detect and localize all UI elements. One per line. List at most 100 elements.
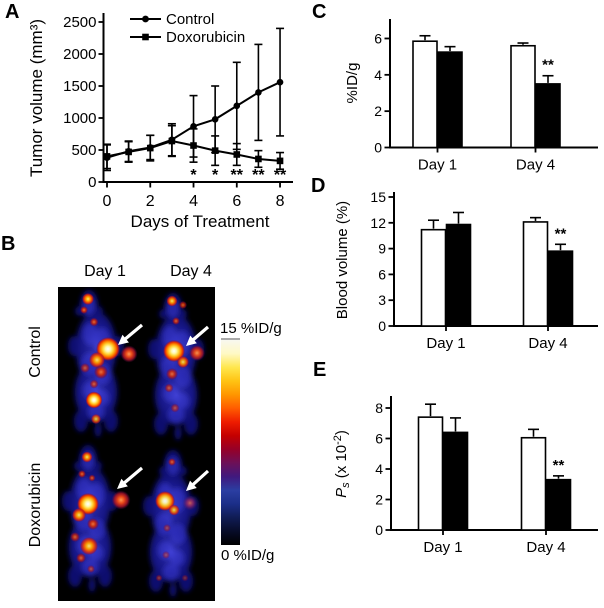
data-marker [276,157,284,165]
y-tick-label: 2 [374,103,382,119]
y-tick-label: 12 [370,215,386,231]
data-marker [255,155,262,163]
pet-image-canvas [58,287,215,601]
panel-d-letter: D [311,175,326,197]
bar-open-bar-day4 [520,436,547,531]
data-marker [168,137,176,145]
mouse-control-day4 [148,293,205,440]
legend-label: Control [166,11,214,28]
tumor-arrow [186,469,210,491]
bar-open-bar-day1 [420,228,447,327]
significance-marker: * [190,167,197,184]
significance-marker: ** [553,457,565,474]
x-axis-label: Days of Treatment [131,212,270,231]
series-doxorubicin [103,124,285,170]
panel-e-chart: 0 2 4 6 8 Ps (x 10-2) Day 1 Day 4 ** [332,396,598,556]
significance-marker: ** [231,167,244,184]
panel-b-day4-column-label: Day 4 [170,263,212,280]
tumor-arrow [117,466,144,489]
data-marker [190,123,197,130]
y-tick-label: 15 [370,189,386,205]
data-marker [146,144,154,152]
x-tick-label: 2 [146,193,155,210]
bar-open-bar-day1 [412,40,438,149]
significance-marker: ** [542,57,554,74]
y-tick-label: 6 [375,431,383,447]
bar-open-bar-day4 [522,221,549,327]
panel-c-letter: C [312,1,327,23]
category-label: Day 1 [426,335,465,352]
category-label: Day 1 [423,539,462,556]
bar-filled-bar-day4 [535,83,561,149]
bar-filled-bar-day1 [445,223,472,327]
category-label: Day 1 [418,157,457,174]
y-tick-label: 6 [374,30,382,46]
colorbar-max-label: 15 %ID/g [220,320,282,337]
data-marker [211,147,219,154]
category-label: Day 4 [516,157,555,174]
y-tick-label: 2 [375,492,383,508]
y-axis-label: Tumor volume (mm³) [27,19,46,177]
y-tick-label: 2500 [63,14,96,31]
x-tick-label: 4 [189,193,198,210]
legend-item-control: Control [130,11,214,28]
data-marker [190,142,197,149]
panel-b-day1-column-label: Day 1 [84,263,126,280]
y-tick-label: 0 [88,174,96,191]
circle-marker-icon [142,15,149,23]
significance-marker: ** [555,225,567,242]
tumor-arrow [186,325,210,346]
y-tick-label: 0 [375,522,383,538]
y-tick-label: 3 [378,292,386,308]
data-marker [255,89,262,96]
y-tick-label: 6 [378,266,386,282]
bar-filled-bar-day1 [442,431,469,531]
pet-image-panel [58,287,215,601]
bar-open-bar-day1 [417,416,444,531]
bar-open-bar-day4 [510,44,536,149]
mouse-control-day1 [68,290,138,437]
data-marker [276,78,284,86]
y-tick-label: 4 [375,461,383,477]
data-marker [211,115,219,123]
panel-b-letter: B [1,233,16,255]
category-label: Day 4 [526,539,565,556]
panel-e-letter: E [313,359,327,381]
bar-filled-bar-day4 [547,250,574,327]
mouse-doxorubicin-day1 [62,445,131,592]
panel-d-chart: 0 3 6 9 12 15 Blood volume (%) Day 1 Day 4 ** [334,189,598,352]
x-tick-label: 8 [276,193,285,210]
y-tick-label: 0 [378,318,386,334]
significance-marker: ** [274,167,287,184]
significance-marker: ** [252,167,265,184]
intensity-colorbar [221,338,240,545]
bar-filled-bar-day4 [545,478,572,531]
significance-marker: * [212,167,219,184]
x-tick-label: 0 [103,193,112,210]
y-tick-label: 500 [71,142,96,159]
mouse-doxorubicin-day4 [143,450,199,597]
data-marker [103,153,111,160]
bar-filled-bar-day1 [437,51,463,149]
y-tick-label: 2000 [63,46,96,63]
y-tick-label: 0 [374,140,382,156]
y-tick-label: 4 [374,67,382,83]
legend-label: Doxorubicin [166,29,245,46]
colorbar-min-label: 0 %ID/g [221,547,275,564]
panel-a-chart: 0 500 1000 1500 2000 2500 0 2 4 6 8 Tumor volume (m… [27,11,293,231]
legend-item-doxorubicin: Doxorubicin [130,29,245,46]
data-marker [233,151,241,158]
square-marker-icon [142,33,149,41]
y-axis-label: %ID/g [344,63,361,104]
data-marker [125,148,132,156]
y-tick-label: 8 [375,400,383,416]
panel-a-letter: A [5,1,20,23]
y-axis-label: Ps (x 10-2) [332,430,352,498]
y-tick-label: 9 [378,241,386,257]
panel-c-chart: 0 2 4 6 %ID/g Day 1 Day 4 ** [344,19,598,174]
x-tick-label: 6 [232,193,241,210]
y-tick-label: 1000 [63,110,96,127]
data-marker [233,102,241,110]
